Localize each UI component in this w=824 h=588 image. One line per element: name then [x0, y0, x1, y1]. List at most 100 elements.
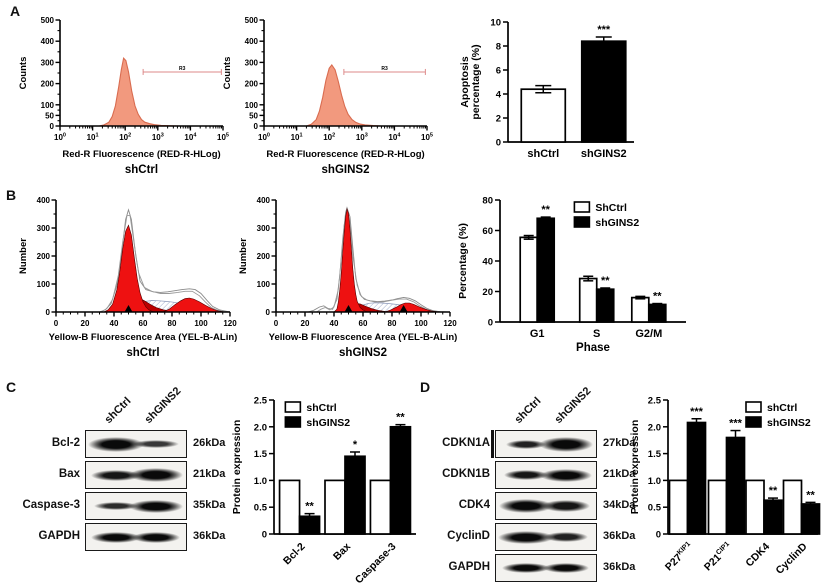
svg-text:200: 200: [37, 252, 51, 261]
svg-text:0: 0: [266, 308, 271, 317]
gate-label: R3: [381, 66, 388, 72]
svg-text:20: 20: [482, 287, 493, 298]
chart-Abar-svg: 0 2 4 6 8 10 Apoptosis percentage (%) *** shCtrl s…: [459, 18, 634, 160]
svg-text:400: 400: [41, 37, 55, 46]
y-axis-label: Percentage (%): [457, 223, 469, 299]
legend-swatch: [284, 401, 302, 413]
x-axis-label: Yellow-B Fluorescence Area (YEL-B-ALin): [49, 332, 238, 343]
category-label: Caspase-3: [353, 541, 399, 586]
svg-text:400: 400: [245, 37, 259, 46]
svg-text:120: 120: [223, 319, 237, 328]
protein-band: [132, 531, 180, 543]
blot-row-bracket: [491, 430, 494, 458]
svg-text:100: 100: [194, 319, 208, 328]
bar-shCtrl: [278, 479, 301, 535]
blot-lane-box: [85, 492, 187, 520]
significance-stars: **: [653, 291, 662, 303]
svg-text:100: 100: [54, 133, 66, 143]
svg-text:40: 40: [330, 319, 339, 328]
protein-band: [543, 563, 589, 573]
bar-shGINS2: [595, 288, 615, 323]
western-blot-cellcycle: shCtrl shGINS2 CDKN1A 27kDa CDKN1B 21kDa CDK4 3…: [424, 385, 646, 586]
legend-swatch: [573, 216, 591, 228]
blot-lane-box: [495, 461, 597, 489]
blot-protein-label: GAPDH: [38, 530, 80, 542]
bar-shGINS2: [763, 499, 783, 535]
svg-text:400: 400: [257, 196, 271, 205]
svg-text:60: 60: [482, 226, 493, 237]
significance-stars: *: [353, 439, 358, 451]
svg-text:2.5: 2.5: [648, 396, 662, 407]
lane-header-shgins2: shGINS2: [142, 385, 184, 426]
molecular-weight-label: 35kDa: [193, 499, 226, 511]
significance-stars: **: [305, 501, 314, 513]
panel-b-label: B: [6, 187, 17, 203]
bar-shCtrl: [668, 479, 689, 535]
category-label: G1: [530, 328, 545, 340]
svg-text:0: 0: [496, 138, 501, 149]
legend-label: shGINS2: [767, 417, 811, 429]
svg-text:500: 500: [41, 16, 55, 25]
svg-text:103: 103: [356, 133, 368, 143]
bar-shGINS2: [536, 217, 556, 323]
bar-shGINS2: [725, 436, 746, 535]
svg-text:104: 104: [184, 133, 197, 143]
protein-band: [499, 499, 553, 513]
svg-text:60: 60: [359, 319, 368, 328]
svg-text:50: 50: [249, 111, 258, 120]
svg-text:105: 105: [421, 133, 433, 143]
legend-label: shCtrl: [306, 402, 336, 414]
svg-text:0: 0: [262, 530, 267, 541]
blot-protein-label: GAPDH: [448, 561, 490, 573]
y-axis-label: Apoptosis: [459, 56, 471, 107]
svg-text:101: 101: [87, 133, 99, 143]
svg-text:100: 100: [414, 319, 428, 328]
svg-text:2: 2: [496, 114, 501, 125]
y-axis-label: Counts: [222, 57, 233, 90]
protein-band: [504, 470, 548, 480]
svg-text:200: 200: [41, 80, 55, 89]
blot-lane-box: [85, 523, 187, 551]
protein-band: [129, 499, 183, 513]
svg-text:0: 0: [50, 122, 55, 131]
bar-shCtrl: [707, 479, 728, 535]
blot-lane-box: [85, 461, 187, 489]
bar-shCtrl: [745, 479, 765, 535]
chart-Bbar-svg: 0 20 40 60 80 Percentage (%) ** ** ** G1 S G2/M Phas…: [457, 196, 686, 354]
protein-expression-bar-chart-cellcycle: 0 0.5 1.0 1.5 2.0 2.5 Protein expression *** ***…: [626, 386, 824, 586]
protein-band: [94, 502, 138, 510]
category-label: Bcl-2: [281, 541, 308, 568]
bar-shGINS2: [389, 425, 412, 535]
panel-a-label: A: [10, 3, 21, 19]
svg-text:100: 100: [257, 280, 271, 289]
svg-text:2.0: 2.0: [648, 422, 661, 433]
svg-text:20: 20: [301, 319, 310, 328]
apoptosis-bar-chart: 0 2 4 6 8 10 Apoptosis percentage (%) *** shCtrl s…: [452, 6, 642, 182]
cellcycle-histogram-shgins2: 0 100 200 300 400 0 20 40 60 80 100 120 Number Yellow…: [234, 190, 458, 374]
y-axis-label: Number: [238, 238, 249, 274]
flow-histogram-shgins2: R3 0 50 100 200 300 400 500 100 101 102 103 104 105 Co…: [218, 12, 433, 182]
svg-text:40: 40: [110, 319, 119, 328]
category-label: CDK4: [743, 541, 772, 570]
svg-text:1.5: 1.5: [648, 449, 662, 460]
histogram-title: shCtrl: [125, 164, 158, 176]
blot-protein-label: Caspase-3: [22, 499, 80, 511]
svg-text:102: 102: [119, 133, 131, 143]
g1-peak: [103, 224, 155, 313]
bar-ShCtrl: [519, 236, 539, 323]
protein-band: [133, 440, 179, 448]
category-label: shGINS2: [581, 148, 627, 160]
protein-band: [129, 468, 183, 482]
molecular-weight-label: 27kDa: [603, 437, 636, 449]
svg-text:200: 200: [257, 252, 271, 261]
svg-text:80: 80: [482, 196, 493, 207]
svg-text:300: 300: [245, 58, 259, 67]
bar-ShCtrl: [578, 277, 598, 323]
svg-text:20: 20: [81, 319, 90, 328]
svg-text:300: 300: [41, 58, 55, 67]
significance-stars: **: [541, 204, 550, 216]
protein-band: [506, 439, 546, 449]
flow-histogram-shctrl: R3 0 50 100 200 300 400 500 100 101 102 103 104 105 Co…: [14, 12, 229, 182]
